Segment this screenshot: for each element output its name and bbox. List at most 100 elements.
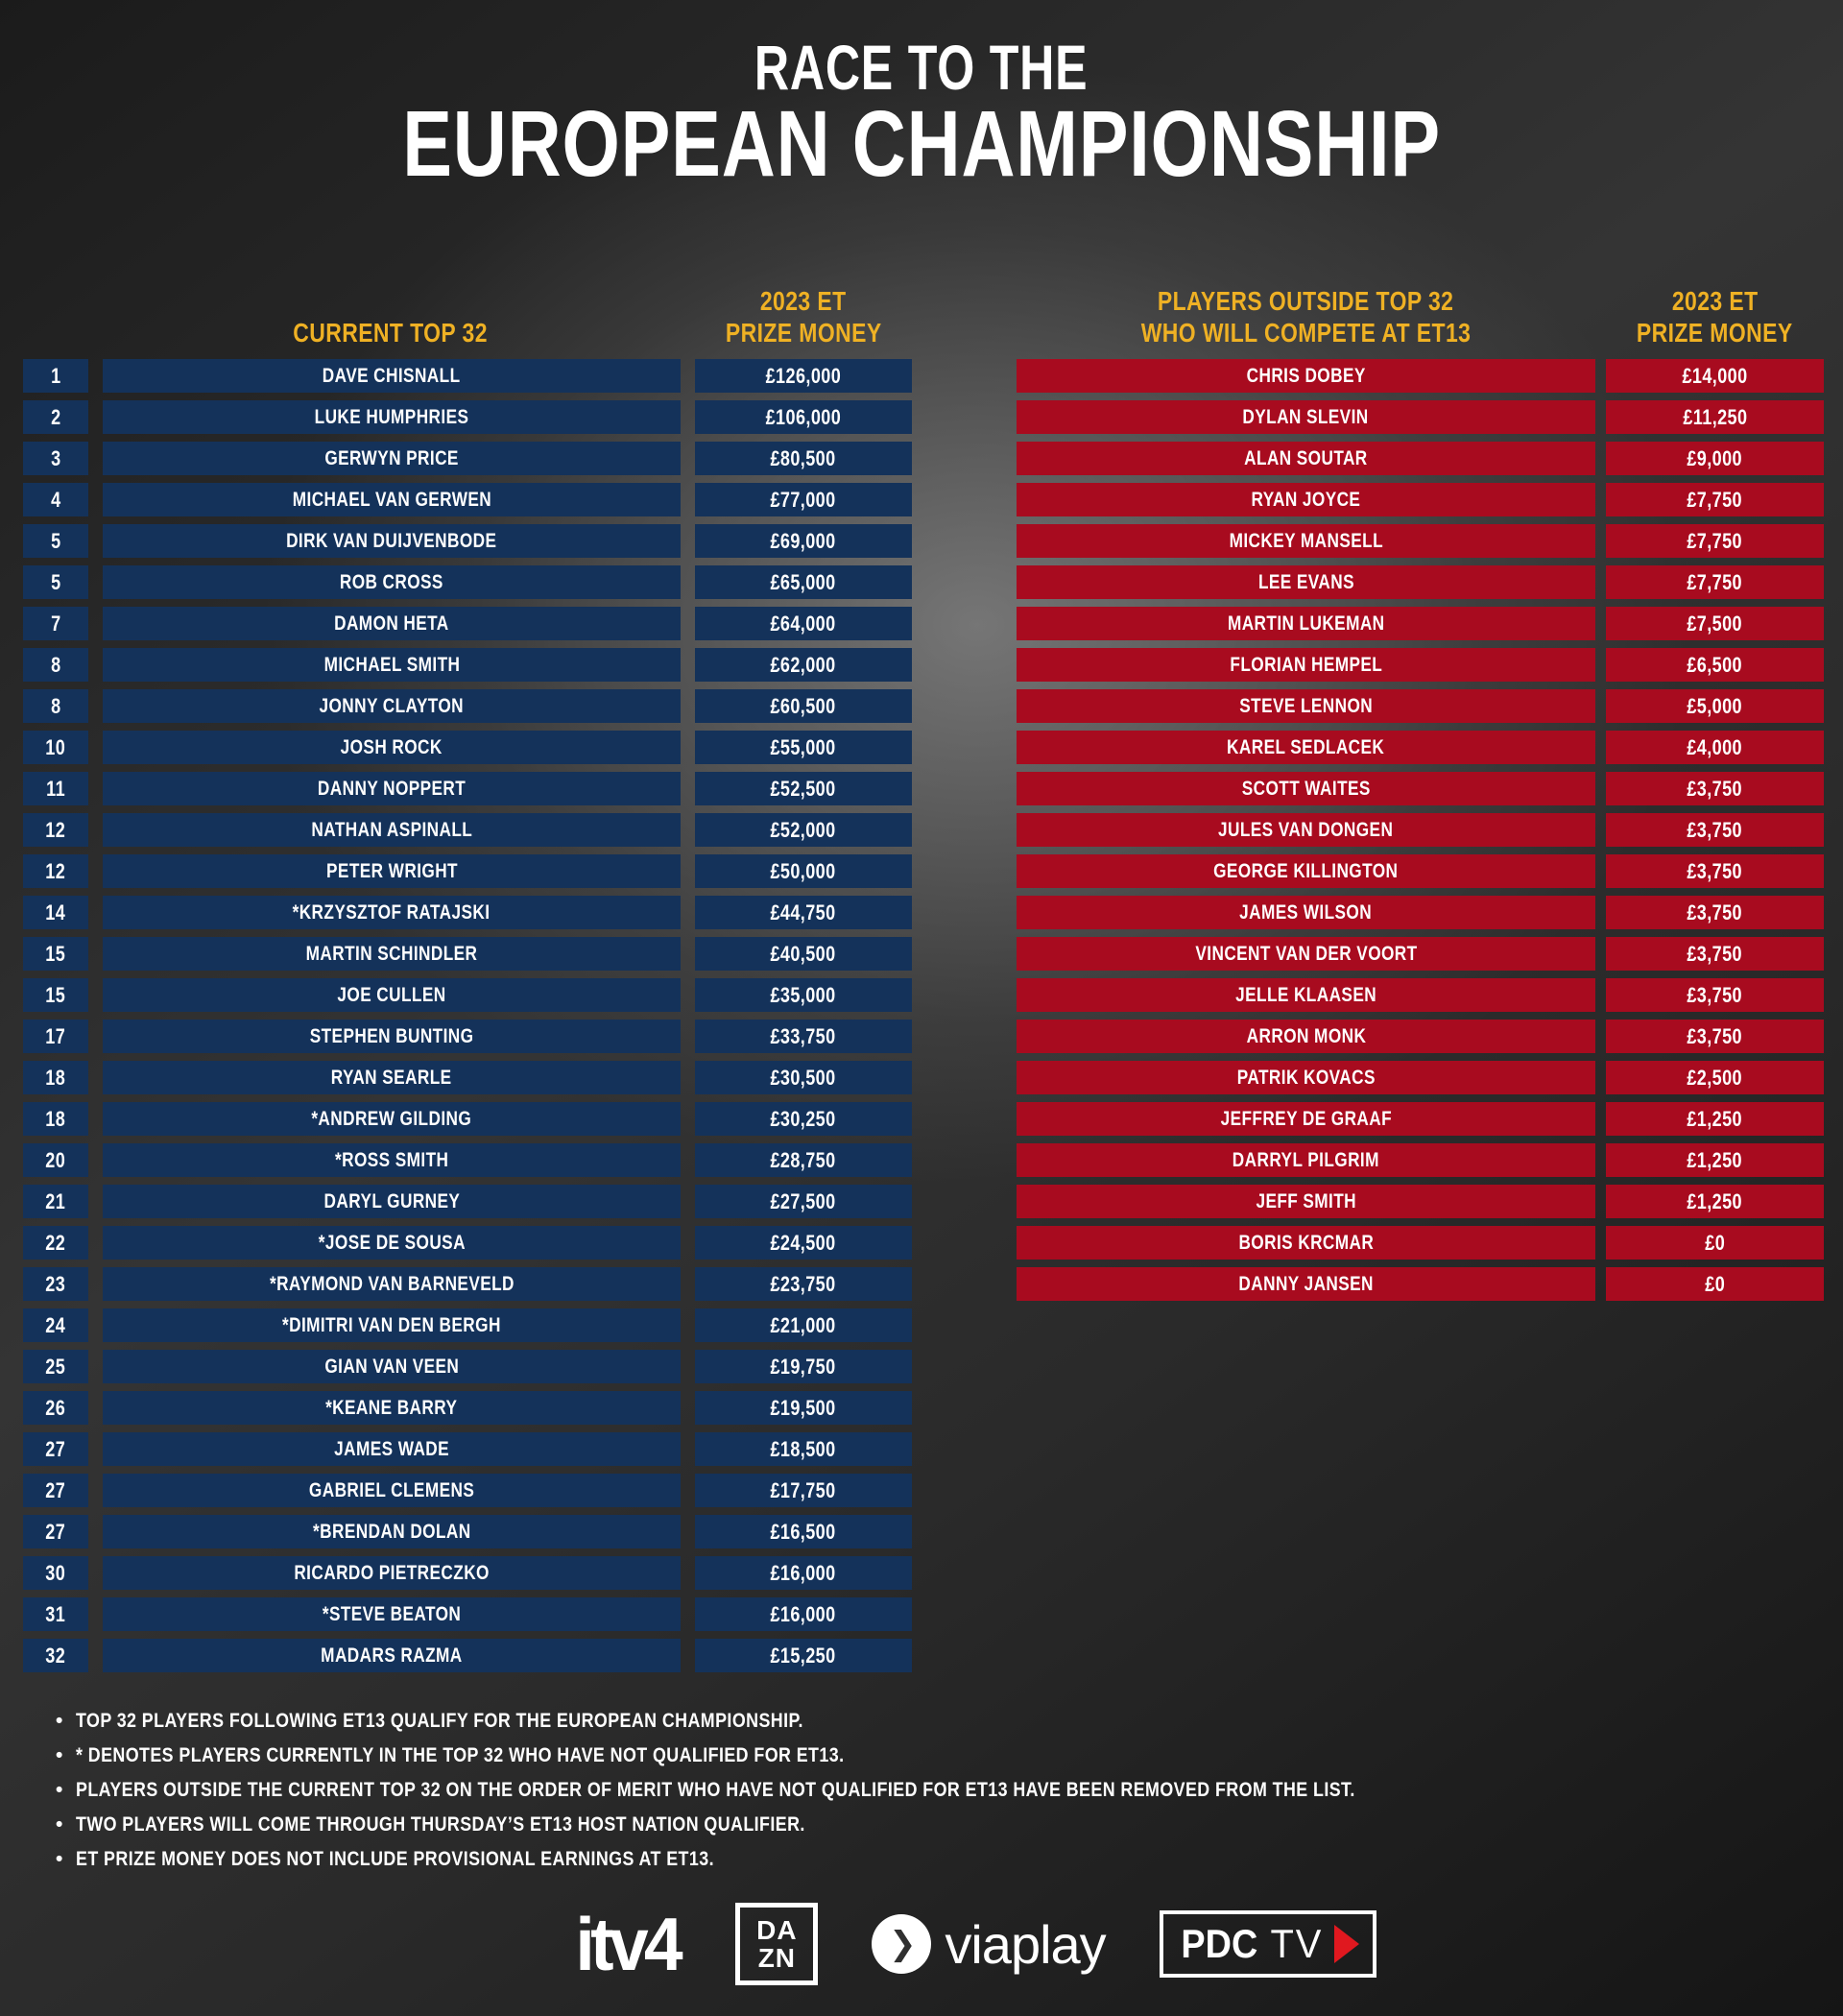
rank-cell: 20: [23, 1143, 88, 1177]
prize-value: £18,500: [770, 1436, 837, 1461]
player-name-cell: STEPHEN BUNTING: [103, 1020, 681, 1053]
rank-label: 14: [45, 900, 66, 924]
prize-cell: £18,500: [695, 1432, 912, 1466]
prize-cell: £80,500: [695, 442, 912, 475]
rank-cell: 27: [23, 1432, 88, 1466]
player-name-cell: *BRENDAN DOLAN: [103, 1515, 681, 1548]
prize-cell: £15,250: [695, 1639, 912, 1672]
table-row: MARTIN LUKEMAN £7,500: [1017, 607, 1824, 640]
prize-value: £65,000: [770, 569, 837, 594]
rank-label: 27: [45, 1436, 66, 1461]
player-name: JONNY CLAYTON: [319, 694, 465, 717]
pdctv-logo: PDC TV: [1159, 1910, 1377, 1978]
viaplay-wordmark: viaplay: [945, 1913, 1106, 1975]
table-row: 31 *STEVE BEATON £16,000: [23, 1597, 912, 1631]
player-name-cell: MADARS RAZMA: [103, 1639, 681, 1672]
table-row: JELLE KLAASEN £3,750: [1017, 978, 1824, 1012]
rank-cell: 2: [23, 400, 88, 434]
table-row: ALAN SOUTAR £9,000: [1017, 442, 1824, 475]
rank-label: 12: [45, 817, 66, 842]
prize-value: £62,000: [770, 652, 837, 677]
footnote-text: TOP 32 PLAYERS FOLLOWING ET13 QUALIFY FO…: [76, 1710, 804, 1732]
table-row: JAMES WILSON £3,750: [1017, 896, 1824, 929]
footnote-text: ET PRIZE MONEY DOES NOT INCLUDE PROVISIO…: [76, 1848, 715, 1870]
player-name: DIRK VAN DUIJVENBODE: [286, 529, 497, 552]
rank-cell: 21: [23, 1185, 88, 1218]
player-name-cell: JELLE KLAASEN: [1017, 978, 1595, 1012]
player-name-cell: DAVE CHISNALL: [103, 359, 681, 393]
prize-value: £19,750: [770, 1354, 837, 1379]
broadcaster-logos: itv4 DA ZN ❯ viaplay PDC TV: [53, 1903, 1843, 1985]
player-name: JOSH ROCK: [340, 735, 443, 758]
prize-cell: £16,000: [695, 1556, 912, 1590]
prize-value: £1,250: [1687, 1147, 1743, 1172]
prize-value: £33,750: [770, 1023, 837, 1048]
player-name-cell: DAMON HETA: [103, 607, 681, 640]
prize-cell: £44,750: [695, 896, 912, 929]
prize-value: £52,500: [770, 776, 837, 801]
rank-label: 20: [45, 1147, 66, 1172]
player-name-cell: DIRK VAN DUIJVENBODE: [103, 524, 681, 558]
player-name: RYAN JOYCE: [1251, 488, 1361, 511]
rank-label: 31: [45, 1601, 66, 1626]
table-row: 27 GABRIEL CLEMENS £17,750: [23, 1474, 912, 1507]
table-row: 30 RICARDO PIETRECZKO £16,000: [23, 1556, 912, 1590]
prize-cell: £7,750: [1606, 483, 1824, 516]
prize-value: £7,750: [1687, 487, 1743, 512]
player-name: DAVE CHISNALL: [323, 364, 461, 387]
player-name-cell: GERWYN PRICE: [103, 442, 681, 475]
player-name: CHRIS DOBEY: [1246, 364, 1366, 387]
rank-cell: 12: [23, 854, 88, 888]
rank-label: 25: [45, 1354, 66, 1379]
player-name: RYAN SEARLE: [331, 1066, 452, 1089]
prize-value: £3,750: [1687, 776, 1743, 801]
player-name-cell: KAREL SEDLACEK: [1017, 731, 1595, 764]
player-name: BORIS KRCMAR: [1238, 1231, 1374, 1254]
prize-value: £80,500: [770, 445, 837, 470]
player-name-cell: DARYL GURNEY: [103, 1185, 681, 1218]
pdctv-pdc-text: PDC: [1181, 1921, 1257, 1966]
rank-cell: 25: [23, 1350, 88, 1383]
prize-cell: £2,500: [1606, 1061, 1824, 1094]
player-name-cell: JOSH ROCK: [103, 731, 681, 764]
table-row: RYAN JOYCE £7,750: [1017, 483, 1824, 516]
prize-cell: £23,750: [695, 1267, 912, 1301]
player-name: DARRYL PILGRIM: [1232, 1148, 1380, 1171]
rank-cell: 18: [23, 1061, 88, 1094]
player-name-cell: ROB CROSS: [103, 565, 681, 599]
prize-value: £16,500: [770, 1519, 837, 1544]
rank-cell: 14: [23, 896, 88, 929]
prize-cell: £9,000: [1606, 442, 1824, 475]
prize-cell: £3,750: [1606, 772, 1824, 805]
rank-cell: 31: [23, 1597, 88, 1631]
table-row: MICKEY MANSELL £7,750: [1017, 524, 1824, 558]
rank-label: 1: [50, 363, 61, 388]
rank-cell: 32: [23, 1639, 88, 1672]
prize-value: £40,500: [770, 941, 837, 966]
player-name: STEPHEN BUNTING: [309, 1024, 474, 1047]
player-name-cell: VINCENT VAN DER VOORT: [1017, 937, 1595, 971]
table-row: 15 JOE CULLEN £35,000: [23, 978, 912, 1012]
table-row: 3 GERWYN PRICE £80,500: [23, 442, 912, 475]
rank-cell: 15: [23, 978, 88, 1012]
player-name-cell: *ANDREW GILDING: [103, 1102, 681, 1136]
rank-label: 8: [50, 652, 61, 677]
prize-value: £30,500: [770, 1065, 837, 1090]
table-row: 4 MICHAEL VAN GERWEN £77,000: [23, 483, 912, 516]
player-name-cell: JEFF SMITH: [1017, 1185, 1595, 1218]
rank-cell: 23: [23, 1267, 88, 1301]
footnote-text: TWO PLAYERS WILL COME THROUGH THURSDAY’S…: [76, 1813, 806, 1836]
player-name-cell: MARTIN SCHINDLER: [103, 937, 681, 971]
prize-value: £35,000: [770, 982, 837, 1007]
rank-cell: 8: [23, 689, 88, 723]
right-table-name-header: PLAYERS OUTSIDE TOP 32 WHO WILL COMPETE …: [1140, 286, 1472, 348]
pdctv-tv-text: TV: [1270, 1921, 1324, 1966]
prize-cell: £3,750: [1606, 896, 1824, 929]
rank-cell: 1: [23, 359, 88, 393]
rank-label: 7: [50, 611, 61, 636]
table-row: 8 JONNY CLAYTON £60,500: [23, 689, 912, 723]
player-name: MICHAEL SMITH: [323, 653, 460, 676]
player-name-cell: GEORGE KILLINGTON: [1017, 854, 1595, 888]
table-row: 8 MICHAEL SMITH £62,000: [23, 648, 912, 682]
